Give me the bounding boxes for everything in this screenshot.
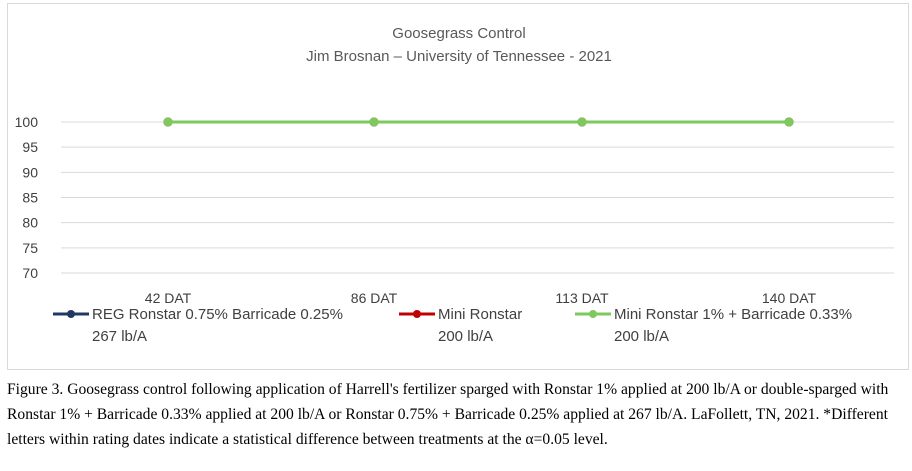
chart-subtitle: Jim Brosnan – University of Tennessee - …: [306, 48, 612, 65]
x-tick-label: 140 DAT: [762, 290, 817, 306]
data-point: [163, 117, 173, 127]
chart-area: Goosegrass Control Jim Brosnan – Univers…: [7, 3, 909, 370]
legend-label: Mini Ronstar: [438, 306, 522, 323]
x-tick-label: 86 DAT: [351, 290, 398, 306]
legend-label: Mini Ronstar 1% + Barricade 0.33%: [614, 306, 852, 323]
legend-label: REG Ronstar 0.75% Barricade 0.25%: [92, 306, 343, 323]
legend-label-line2: 200 lb/A: [614, 328, 669, 345]
x-tick-label: 113 DAT: [555, 290, 609, 306]
legend-swatch-marker: [67, 310, 75, 318]
y-tick-label: 85: [22, 190, 38, 206]
legend-swatch-marker: [413, 310, 421, 318]
y-tick-label: 90: [22, 164, 38, 180]
legend-label-line2: 267 lb/A: [92, 328, 147, 345]
legend-item-2: Mini Ronstar 200 lb/A: [399, 306, 522, 345]
legend-item-1: REG Ronstar 0.75% Barricade 0.25% 267 lb/…: [53, 306, 343, 345]
figure-caption: Figure 3. Goosegrass control following a…: [7, 381, 889, 448]
series-3: [163, 117, 794, 127]
legend-item-3: Mini Ronstar 1% + Barricade 0.33% 200 lb/…: [575, 306, 852, 345]
y-tick-label: 100: [15, 114, 39, 130]
y-tick-label: 75: [22, 240, 38, 256]
y-tick-label: 70: [22, 265, 38, 281]
x-tick-label: 42 DAT: [145, 290, 192, 306]
legend-label-line2: 200 lb/A: [438, 328, 493, 345]
data-point: [369, 117, 379, 127]
chart-title: Goosegrass Control: [392, 25, 525, 42]
y-tick-label: 80: [22, 215, 38, 231]
data-point: [784, 117, 794, 127]
legend-swatch-marker: [589, 310, 597, 318]
line-chart: Goosegrass Control Jim Brosnan – Univers…: [15, 25, 894, 345]
data-point: [577, 117, 587, 127]
y-tick-label: 95: [22, 139, 38, 155]
